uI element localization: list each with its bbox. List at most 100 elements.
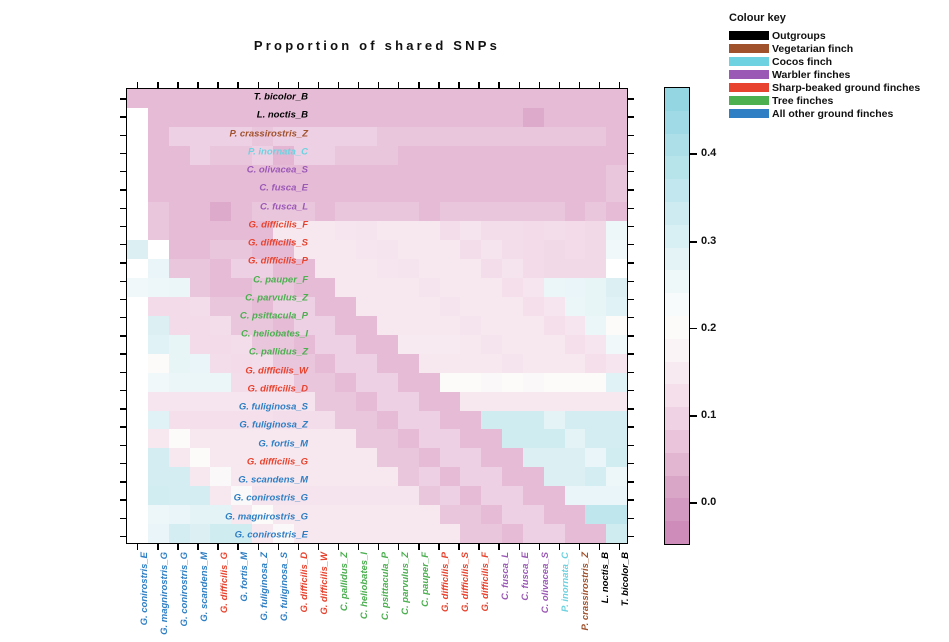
heatmap-cell <box>481 334 502 354</box>
row-label-p-crassirostris-z: P. crassirostris_Z <box>229 127 308 139</box>
heatmap-cell <box>189 240 211 260</box>
colorbar-segment <box>665 361 689 385</box>
heatmap-cell <box>335 221 357 241</box>
heatmap-cell <box>481 183 502 203</box>
heatmap-cell <box>127 486 148 506</box>
colorbar-tick-label: 0.0 <box>701 496 717 509</box>
y-axis-tick-right <box>627 189 634 191</box>
heatmap-cell <box>439 410 461 430</box>
heatmap-cell <box>397 89 419 108</box>
heatmap-cell <box>397 410 419 430</box>
heatmap-cell <box>418 259 440 279</box>
col-label-g-difficilis-d: G. difficilis_D <box>299 552 311 613</box>
heatmap-cell <box>564 107 586 127</box>
heatmap-cell <box>418 505 440 525</box>
heatmap-cell <box>543 126 565 146</box>
y-axis-tick <box>120 517 127 520</box>
heatmap-cell <box>168 372 190 392</box>
heatmap-cell <box>168 259 190 279</box>
heatmap-cell <box>252 259 273 279</box>
y-axis-tick-right <box>627 462 634 465</box>
legend-item: Vegetarian finch <box>729 42 939 55</box>
heatmap-cell <box>522 240 544 260</box>
heatmap-cell <box>168 391 190 411</box>
y-axis-tick-right <box>627 134 634 136</box>
heatmap-cell <box>377 391 398 411</box>
heatmap-cell <box>147 429 169 449</box>
heatmap-cell <box>585 202 607 222</box>
heatmap-cell <box>606 429 627 449</box>
heatmap-cell <box>272 410 294 430</box>
legend-label: Vegetarian finch <box>772 42 854 55</box>
heatmap-cell <box>585 429 607 449</box>
heatmap-cell <box>252 334 273 354</box>
heatmap-cell <box>522 221 544 241</box>
heatmap-cell <box>147 410 169 430</box>
heatmap-cell <box>522 183 544 203</box>
heatmap-cell <box>127 315 148 335</box>
heatmap-cell <box>585 410 607 430</box>
heatmap-cell <box>335 126 357 146</box>
heatmap-cell <box>356 448 377 468</box>
heatmap-cell <box>335 410 357 430</box>
heatmap-cell <box>189 391 211 411</box>
x-axis-tick <box>277 543 279 550</box>
y-axis-tick <box>120 426 127 428</box>
row-label-g-difficilis-p: G. difficilis_P <box>247 255 308 267</box>
heatmap-cell <box>231 297 252 316</box>
heatmap-cell <box>293 448 315 468</box>
heatmap-cell <box>481 240 502 260</box>
heatmap-cell <box>252 297 273 316</box>
row-label-g-fuliginosa-s: G. fuliginosa_S <box>238 401 308 413</box>
heatmap-cell <box>502 429 523 449</box>
heatmap-cell <box>418 297 440 316</box>
heatmap-cell <box>606 202 627 222</box>
heatmap-cell <box>210 297 232 316</box>
colour-key-legend: Colour key Outgroups Vegetarian finch Coco… <box>729 12 939 120</box>
heatmap-cell <box>439 183 461 203</box>
heatmap-cell <box>314 410 336 430</box>
heatmap-cell <box>397 429 419 449</box>
heatmap-cell <box>585 353 607 373</box>
heatmap-cell <box>502 315 523 335</box>
heatmap-cell <box>189 410 211 430</box>
heatmap-cell <box>335 505 357 525</box>
heatmap-cell <box>564 202 586 222</box>
heatmap-cell <box>127 429 148 449</box>
x-axis-tick-top <box>317 82 320 89</box>
heatmap-cell <box>502 240 523 260</box>
x-axis-tick-top <box>277 82 279 89</box>
heatmap-cell <box>335 315 357 335</box>
colorbar-segment <box>665 179 689 202</box>
heatmap-cell <box>314 467 336 487</box>
x-axis-tick <box>518 543 520 550</box>
heatmap-cell <box>356 202 377 222</box>
colorbar-tick <box>690 241 697 243</box>
legend-label: Sharp-beaked ground finches <box>772 81 921 94</box>
colorbar-tick <box>690 415 697 417</box>
heatmap-cell <box>439 372 461 392</box>
heatmap-cell <box>335 145 357 165</box>
heatmap-cell <box>356 429 377 449</box>
heatmap-cell <box>585 259 607 279</box>
y-axis-tick-right <box>627 262 634 264</box>
heatmap-cell <box>314 448 336 468</box>
heatmap-cell <box>377 505 398 525</box>
heatmap-cell <box>231 486 252 506</box>
heatmap-cell <box>564 278 586 298</box>
heatmap-cell <box>293 202 315 222</box>
heatmap-cell <box>168 145 190 165</box>
heatmap-cell <box>502 297 523 316</box>
heatmap-cell <box>293 372 315 392</box>
heatmap-cell <box>585 145 607 165</box>
heatmap-cell <box>210 164 232 184</box>
heatmap-cell <box>252 486 273 506</box>
heatmap-cell <box>606 353 627 373</box>
heatmap-cell <box>147 240 169 260</box>
x-axis-tick <box>578 543 581 550</box>
heatmap-cell <box>252 202 273 222</box>
heatmap-cell <box>606 145 627 165</box>
heatmap-cell <box>314 505 336 525</box>
heatmap-cell <box>147 505 169 525</box>
heatmap-cell <box>272 486 294 506</box>
